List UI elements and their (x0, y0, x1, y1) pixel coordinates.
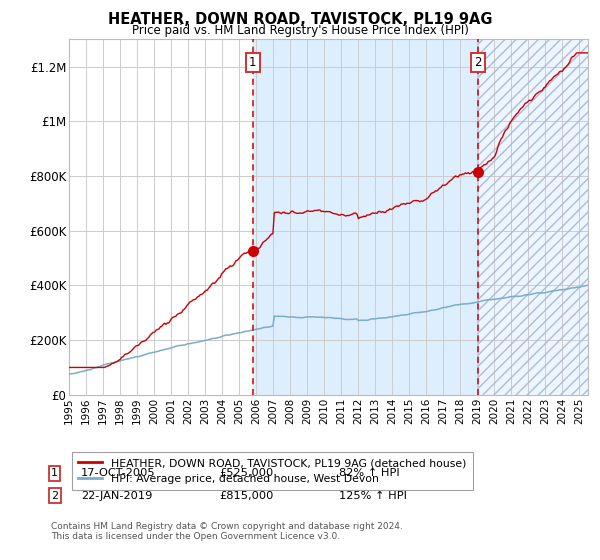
Text: Contains HM Land Registry data © Crown copyright and database right 2024.
This d: Contains HM Land Registry data © Crown c… (51, 522, 403, 542)
Text: 125% ↑ HPI: 125% ↑ HPI (339, 491, 407, 501)
Text: 2: 2 (51, 491, 58, 501)
Text: 1: 1 (249, 56, 256, 69)
Bar (478, 39, 588, 395)
Text: 17-OCT-2005: 17-OCT-2005 (81, 468, 155, 478)
Text: £815,000: £815,000 (219, 491, 274, 501)
Legend: HEATHER, DOWN ROAD, TAVISTOCK, PL19 9AG (detached house), HPI: Average price, de: HEATHER, DOWN ROAD, TAVISTOCK, PL19 9AG … (72, 452, 473, 490)
Bar (478, 39, 588, 395)
Text: 2: 2 (475, 56, 482, 69)
Text: Price paid vs. HM Land Registry's House Price Index (HPI): Price paid vs. HM Land Registry's House … (131, 24, 469, 36)
Text: 1: 1 (51, 468, 58, 478)
Text: £525,000: £525,000 (219, 468, 273, 478)
Bar (253, 39, 478, 395)
Text: 22-JAN-2019: 22-JAN-2019 (81, 491, 152, 501)
Text: 82% ↑ HPI: 82% ↑ HPI (339, 468, 400, 478)
Text: HEATHER, DOWN ROAD, TAVISTOCK, PL19 9AG: HEATHER, DOWN ROAD, TAVISTOCK, PL19 9AG (108, 12, 492, 27)
